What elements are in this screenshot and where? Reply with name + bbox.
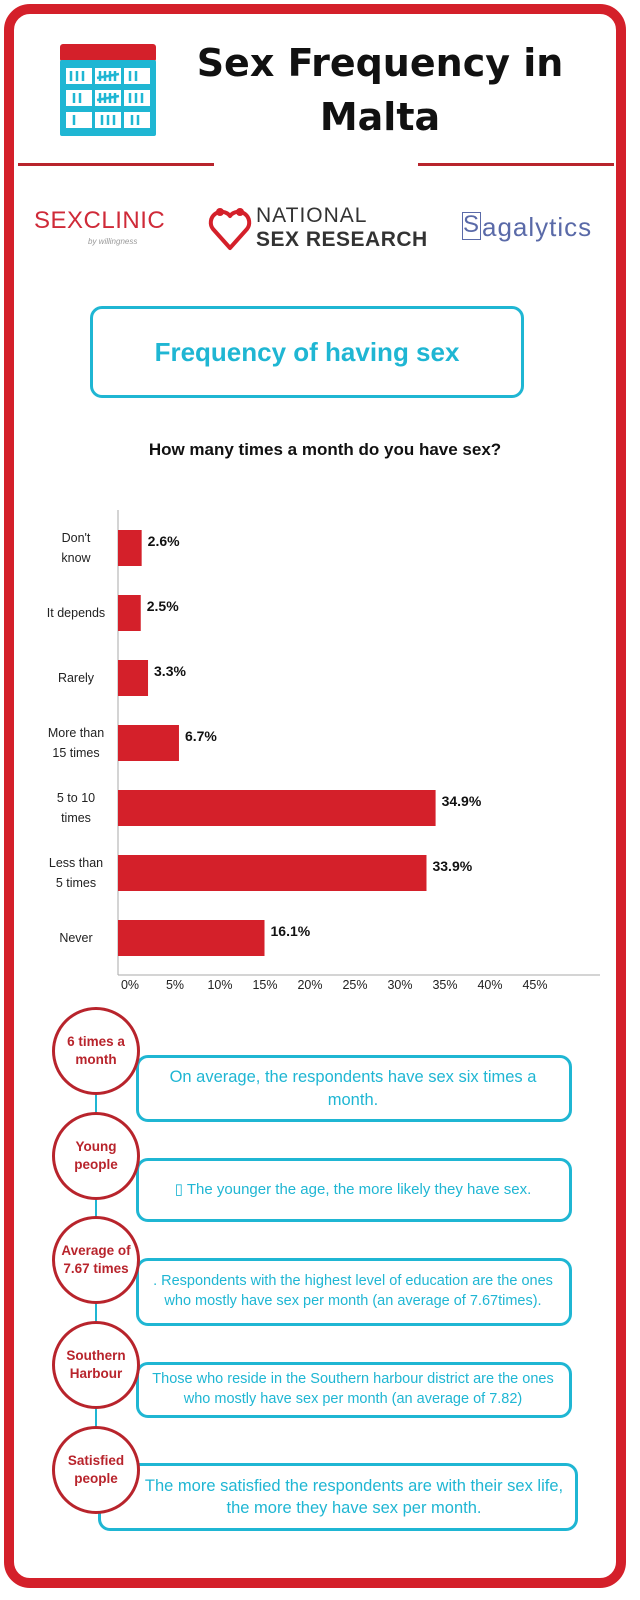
category-label: It depends: [47, 606, 105, 620]
x-tick-label: 0%: [121, 978, 139, 992]
bar-chart: 2.6% Don't know 2.5% It depends 3.3% Rarely 6.7…: [47, 510, 600, 992]
data-label: 6.7%: [185, 728, 217, 744]
fact-badge: Young people: [52, 1112, 140, 1200]
category-label: know: [61, 551, 91, 565]
divider-right: [418, 163, 614, 166]
category-label: Rarely: [58, 671, 95, 685]
data-label: 2.6%: [148, 533, 180, 549]
page-frame: [4, 4, 626, 1588]
fact-text: ▯ The younger the age, the more likely t…: [136, 1158, 572, 1222]
sagalytics-logo-text: agalytics: [482, 212, 593, 242]
x-tick-label: 35%: [432, 978, 457, 992]
bar: [118, 595, 141, 631]
bar: [118, 790, 436, 826]
bar: [118, 855, 427, 891]
x-tick-label: 30%: [387, 978, 412, 992]
sexclinic-logo-text: SEXCLINIC: [34, 207, 166, 234]
x-tick-label: 10%: [207, 978, 232, 992]
divider-left: [18, 163, 214, 166]
fact-text: The more satisfied the respondents are w…: [98, 1463, 578, 1531]
fact-badge-label: Young people: [74, 1138, 118, 1172]
category-label: Less than: [49, 856, 103, 870]
fact-text-content: On average, the respondents have sex six…: [169, 1068, 537, 1109]
fact-text: On average, the respondents have sex six…: [136, 1055, 572, 1122]
fact-badge: Satisfied people: [52, 1426, 140, 1514]
fact-badge: 6 times a month: [52, 1007, 140, 1095]
bar: [118, 660, 149, 696]
nsr-logo-line2: SEX RESEARCH: [256, 228, 428, 251]
fact-badge-label: Southern Harbour: [66, 1347, 126, 1381]
nsr-logo-line1: NATIONAL: [256, 204, 368, 227]
fact-badge-label: 6 times a month: [67, 1033, 125, 1067]
fact-badge-label: Average of 7.67 times: [61, 1242, 131, 1276]
data-label: 2.5%: [147, 598, 179, 614]
fact-text: Those who reside in the Southern harbour…: [136, 1362, 572, 1418]
fact-badge: Average of 7.67 times: [52, 1216, 140, 1304]
category-label: 5 to 10: [57, 791, 95, 805]
category-label: Don't: [62, 531, 91, 545]
category-label: 5 times: [56, 876, 96, 890]
fact-badge-label: Satisfied people: [67, 1452, 125, 1486]
calendar-tally-icon: [60, 44, 156, 136]
sexclinic-logo: SEXCLINIC by willingness: [34, 207, 166, 246]
data-label: 34.9%: [442, 793, 482, 809]
fact-badge: Southern Harbour: [52, 1321, 140, 1409]
bar: [118, 920, 265, 956]
data-label: 3.3%: [154, 663, 186, 679]
bar: [118, 530, 142, 566]
x-tick-label: 20%: [297, 978, 322, 992]
fact-text: . Respondents with the highest level of …: [136, 1258, 572, 1326]
fact-text-content: . Respondents with the highest level of …: [153, 1273, 553, 1309]
x-tick-label: 5%: [166, 978, 184, 992]
sexclinic-logo-by: by willingness: [88, 237, 138, 246]
category-label: More than: [48, 726, 104, 740]
fact-text-content: The more satisfied the respondents are w…: [144, 1476, 564, 1517]
category-label: Never: [59, 931, 92, 945]
x-tick-label: 45%: [522, 978, 547, 992]
x-tick-label: 15%: [252, 978, 277, 992]
page-title: Sex Frequency in Malta: [196, 41, 564, 139]
section-title: Frequency of having sex: [90, 306, 524, 398]
x-tick-label: 25%: [342, 978, 367, 992]
sagalytics-logo-initial: S: [462, 211, 481, 240]
heart-icon: [208, 208, 252, 250]
chart-title: How many times a month do you have sex?: [148, 440, 502, 459]
sagalytics-logo: Sagalytics: [462, 212, 592, 243]
data-label: 16.1%: [271, 923, 311, 939]
category-label: 15 times: [52, 746, 99, 760]
x-tick-label: 40%: [477, 978, 502, 992]
category-label: times: [61, 811, 91, 825]
bar: [118, 725, 179, 761]
fact-text-content: ▯ The younger the age, the more likely t…: [174, 1180, 532, 1198]
fact-text-content: Those who reside in the Southern harbour…: [152, 1371, 554, 1407]
data-label: 33.9%: [432, 858, 472, 874]
